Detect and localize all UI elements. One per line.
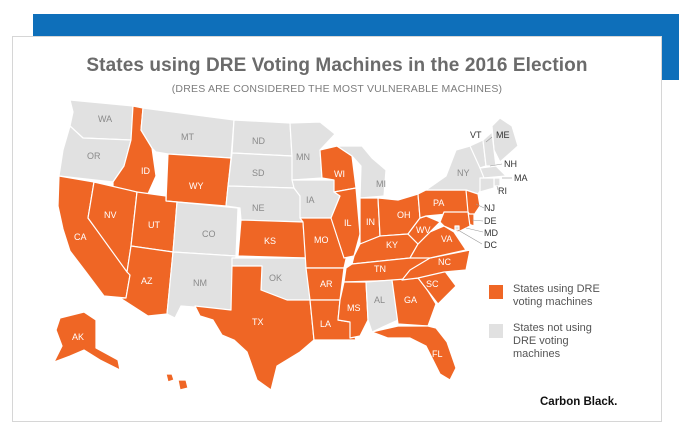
state-va [409,225,467,259]
label-or: OR [87,151,101,161]
label-wy: WY [189,181,204,191]
state-hi-2 [177,379,189,391]
state-nh [482,131,497,167]
label-ks: KS [264,236,276,246]
label-ar: AR [320,279,333,289]
label-fl: FL [432,349,443,359]
label-nv: NV [104,210,117,220]
label-id: ID [141,166,151,176]
legend-label-non-dre: States not using DRE voting machines [513,322,592,360]
label-dc: DC [484,240,497,250]
label-de: DE [484,216,497,226]
state-wy [165,153,232,207]
label-ak: AK [72,332,84,342]
label-tx: TX [252,317,264,327]
label-me: ME [496,130,510,140]
legend-swatch-non-dre [489,324,503,338]
label-mn: MN [296,152,310,162]
label-wv: WV [416,225,431,235]
label-nh: NH [504,159,517,169]
legend-swatch-dre [489,285,503,299]
label-wa: WA [98,114,112,124]
label-ut: UT [148,220,160,230]
label-va: VA [441,234,452,244]
label-nd: ND [252,136,265,146]
label-vt: VT [470,130,482,140]
label-wi: WI [334,169,345,179]
state-ma [479,165,507,179]
label-nm: NM [193,278,207,288]
legend-item-non-dre: States not using DRE voting machines [489,322,618,361]
state-il [330,187,361,259]
label-az: AZ [141,276,153,286]
state-hi [165,373,175,383]
label-ny: NY [457,168,470,178]
label-nc: NC [438,257,451,267]
state-nm [166,251,237,319]
state-ri [493,177,501,187]
state-labels: WA OR CA ID NV MT WY UT AZ CO NM ND SD N… [72,114,528,359]
label-ok: OK [269,273,282,283]
label-il: IL [344,218,352,228]
label-tn: TN [374,264,386,274]
state-dc [454,225,460,231]
label-oh: OH [397,210,411,220]
state-md [439,211,471,233]
state-ak [53,311,121,371]
label-nj: NJ [484,203,495,213]
state-mi [336,145,387,199]
label-ne: NE [252,203,265,213]
label-pa: PA [433,198,444,208]
state-tx [194,265,315,391]
label-ca: CA [74,232,87,242]
label-ma: MA [514,173,528,183]
label-al: AL [374,295,385,305]
label-co: CO [202,229,216,239]
state-nj [465,189,481,219]
label-ri: RI [498,186,507,196]
carbon-black-logo: Carbon Black. [540,396,618,408]
label-in: IN [366,217,375,227]
northeast-leader-lines [457,136,512,245]
state-al [365,279,399,333]
label-sc: SC [426,279,439,289]
state-fl [371,325,457,381]
state-me [491,117,519,163]
map-title: States using DRE Voting Machines in the … [86,55,588,76]
label-mo: MO [314,235,329,245]
label-md: MD [484,228,498,238]
label-mi: MI [376,179,386,189]
label-sd: SD [252,168,265,178]
label-ms: MS [347,303,361,313]
label-ky: KY [386,240,398,250]
legend-label-dre: States using DRE voting machines [513,283,600,308]
map-subtitle: (DRES ARE CONSIDERED THE MOST VULNERABLE… [171,83,503,95]
label-ia: IA [306,195,315,205]
label-la: LA [320,319,331,329]
state-ct [479,177,495,193]
label-mt: MT [181,132,194,142]
legend-item-dre: States using DRE voting machines [489,283,618,309]
label-ga: GA [404,295,417,305]
